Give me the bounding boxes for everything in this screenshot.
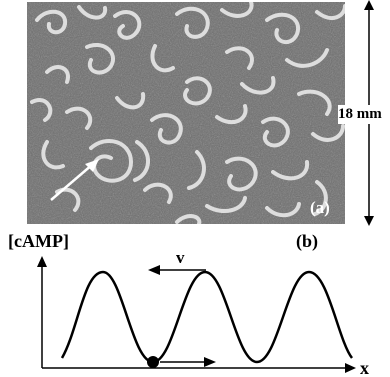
wave-series-line [60,270,354,364]
scale-label: 18 mm [338,105,382,124]
pointer-arrow [50,159,99,201]
velocity-arrow [148,265,206,275]
x-axis-label: x [360,358,369,377]
x-axis [42,363,356,373]
spiral-wave-micrograph: (a) [27,2,345,224]
cell-dot [147,356,159,368]
y-axis-label: [cAMP] [8,231,69,251]
panel-a-label: (a) [310,198,330,217]
velocity-label: v [176,250,185,267]
cell-motion-arrow [160,357,216,367]
y-axis [37,256,47,368]
micrograph-image [27,2,345,224]
cAMP-wave-plot: x v [37,250,369,377]
panel-b-label: (b) [296,231,318,251]
